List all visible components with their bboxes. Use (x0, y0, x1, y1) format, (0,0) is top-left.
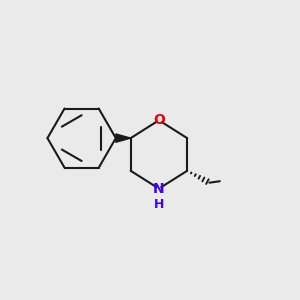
Text: N: N (153, 182, 165, 196)
Polygon shape (116, 134, 131, 142)
Text: O: O (153, 113, 165, 127)
Text: H: H (154, 199, 164, 212)
